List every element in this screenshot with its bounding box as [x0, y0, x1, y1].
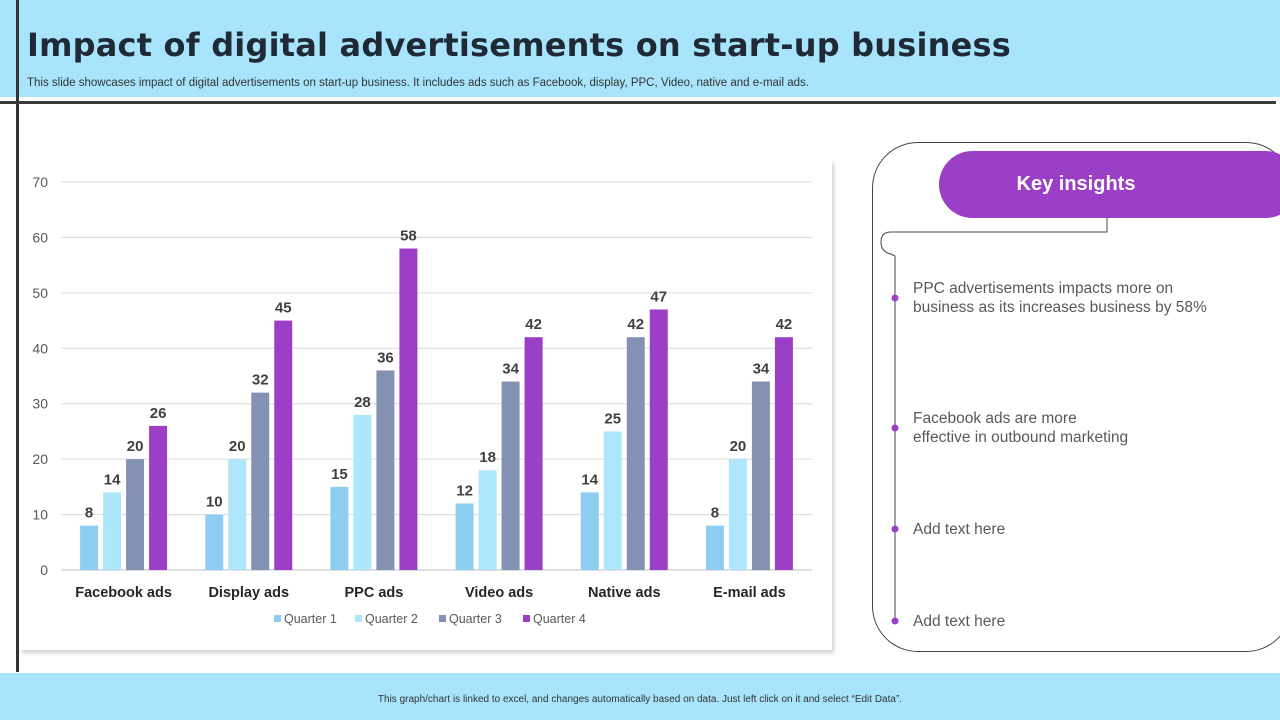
y-tick-label: 70 [32, 174, 48, 190]
data-label: 36 [377, 349, 394, 366]
page-title: Impact of digital advertisements on star… [27, 26, 1012, 64]
x-tick-label: PPC ads [344, 585, 403, 601]
insights-header-pill [939, 151, 1280, 218]
bar-chart[interactable]: 0 10 20 30 40 50 60 70 8 14 20 26 Facebook ads 10 20 32… [20, 160, 832, 650]
bar [228, 459, 247, 570]
x-tick-label: Video ads [465, 585, 533, 601]
data-label: 42 [525, 316, 542, 333]
bar [580, 492, 599, 570]
x-tick-label: Facebook ads [75, 585, 172, 601]
data-label: 14 [104, 471, 121, 488]
legend-label: Quarter 4 [533, 612, 586, 626]
footer-note: This graph/chart is linked to excel, and… [377, 694, 903, 705]
insight-item: Facebook ads are more effective in outbou… [913, 409, 1243, 447]
legend-label: Quarter 1 [284, 612, 337, 626]
data-label: 34 [753, 361, 770, 378]
bar [126, 459, 145, 570]
bar [103, 492, 122, 570]
timeline-connector [880, 218, 1108, 622]
bar [455, 503, 474, 570]
legend-swatch [523, 615, 530, 622]
insight-item: Add text here [913, 520, 1243, 539]
bar [330, 486, 349, 570]
bar [705, 525, 724, 570]
y-tick-label: 40 [32, 340, 48, 356]
insight-line: Facebook ads are more [913, 410, 1077, 427]
insight-line: effective in outbound marketing [913, 429, 1129, 446]
bar [376, 370, 395, 570]
bar [751, 381, 770, 570]
insight-line: business as its increases business by 58… [913, 299, 1207, 316]
bar [626, 337, 645, 570]
header-divider [0, 101, 1276, 104]
legend-swatch [439, 615, 446, 622]
legend-swatch [274, 615, 281, 622]
data-label: 15 [331, 466, 348, 483]
legend-swatch [355, 615, 362, 622]
data-label: 8 [711, 505, 719, 522]
bar [501, 381, 520, 570]
bar [603, 431, 622, 570]
data-label: 18 [479, 449, 496, 466]
data-label: 45 [275, 300, 292, 317]
data-label: 20 [229, 438, 246, 455]
bar [478, 470, 497, 570]
data-label: 42 [776, 316, 793, 333]
insight-line: Add text here [913, 521, 1006, 538]
insight-item: PPC advertisements impacts more on busine… [913, 279, 1243, 317]
header-band [0, 0, 1280, 97]
data-label: 20 [127, 438, 144, 455]
insights-title: Key insights [1016, 173, 1136, 195]
x-tick-label: Display ads [208, 585, 289, 601]
legend-label: Quarter 3 [449, 612, 502, 626]
bar [205, 514, 224, 570]
insight-line: PPC advertisements impacts more on [913, 280, 1174, 297]
data-label: 34 [502, 361, 519, 378]
legend-label: Quarter 2 [365, 612, 418, 626]
x-tick-label: E-mail ads [713, 585, 786, 601]
y-tick-label: 10 [32, 507, 48, 523]
timeline-dot [891, 294, 899, 302]
bar [353, 414, 372, 570]
x-tick-label: Native ads [588, 585, 661, 601]
data-label: 20 [730, 438, 747, 455]
data-label: 14 [581, 471, 598, 488]
chart-card[interactable]: 0 10 20 30 40 50 60 70 8 14 20 26 Facebook ads 10 20 32… [20, 160, 832, 650]
timeline-dot [891, 424, 899, 432]
data-label: 8 [85, 505, 93, 522]
data-label: 12 [456, 482, 473, 499]
y-tick-label: 30 [32, 396, 48, 412]
bar [399, 248, 418, 570]
page-subtitle: This slide showcases impact of digital a… [27, 77, 809, 89]
bar [774, 337, 793, 570]
y-tick-label: 50 [32, 285, 48, 301]
timeline-dot [891, 525, 899, 533]
y-tick-label: 0 [40, 562, 48, 578]
insight-item: Add text here [913, 612, 1243, 631]
y-tick-label: 20 [32, 451, 48, 467]
timeline-dot [891, 617, 899, 625]
bar [80, 525, 99, 570]
insight-line: Add text here [913, 613, 1006, 630]
footer-band [0, 673, 1280, 720]
data-label: 32 [252, 372, 269, 389]
bar [649, 309, 668, 570]
bar [524, 337, 543, 570]
y-tick-label: 60 [32, 229, 48, 245]
bar [274, 320, 293, 570]
data-label: 42 [627, 316, 644, 333]
insights-panel [872, 142, 1280, 652]
bar [728, 459, 747, 570]
data-label: 28 [354, 394, 371, 411]
data-label: 47 [650, 288, 667, 305]
data-label: 26 [150, 405, 167, 422]
bar [149, 425, 168, 570]
bar [251, 392, 270, 570]
data-label: 10 [206, 494, 223, 511]
data-label: 25 [604, 410, 621, 427]
left-accent-rule [16, 0, 19, 672]
data-label: 58 [400, 228, 417, 245]
